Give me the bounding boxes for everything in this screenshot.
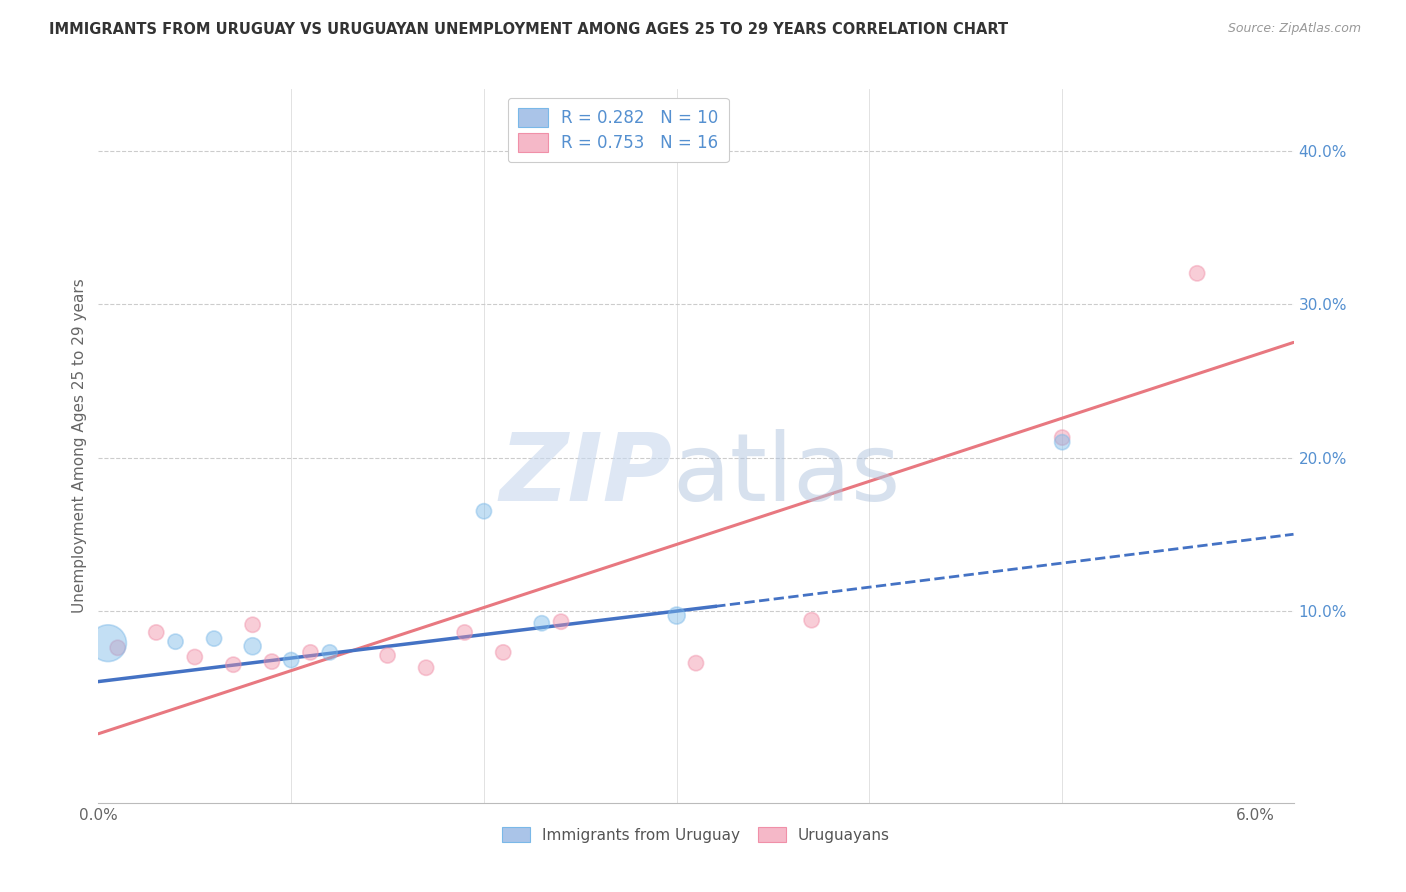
Point: [107, 640, 129, 655]
Point: [685, 656, 707, 670]
Point: [260, 655, 283, 669]
Text: atlas: atlas: [672, 428, 900, 521]
Point: [97, 636, 120, 650]
Text: IMMIGRANTS FROM URUGUAY VS URUGUAYAN UNEMPLOYMENT AMONG AGES 25 TO 29 YEARS CORR: IMMIGRANTS FROM URUGUAY VS URUGUAYAN UNE…: [49, 22, 1008, 37]
Point: [472, 504, 495, 518]
Point: [222, 657, 245, 672]
Point: [1050, 435, 1073, 450]
Point: [184, 650, 207, 665]
Y-axis label: Unemployment Among Ages 25 to 29 years: Unemployment Among Ages 25 to 29 years: [72, 278, 87, 614]
Point: [280, 653, 302, 667]
Point: [377, 648, 399, 663]
Point: [242, 640, 264, 654]
Point: [800, 613, 823, 627]
Point: [1185, 266, 1208, 280]
Point: [415, 661, 437, 675]
Point: [242, 617, 264, 632]
Point: [530, 616, 553, 631]
Point: [202, 632, 225, 646]
Point: [299, 645, 322, 659]
Point: [1050, 431, 1073, 445]
Point: [165, 634, 187, 648]
Point: [319, 645, 342, 659]
Point: [492, 645, 515, 659]
Text: Source: ZipAtlas.com: Source: ZipAtlas.com: [1227, 22, 1361, 36]
Text: ZIP: ZIP: [499, 428, 672, 521]
Point: [550, 615, 572, 629]
Point: [453, 625, 475, 640]
Point: [145, 625, 167, 640]
Legend: Immigrants from Uruguay, Uruguayans: Immigrants from Uruguay, Uruguayans: [496, 821, 896, 848]
Point: [665, 608, 688, 623]
